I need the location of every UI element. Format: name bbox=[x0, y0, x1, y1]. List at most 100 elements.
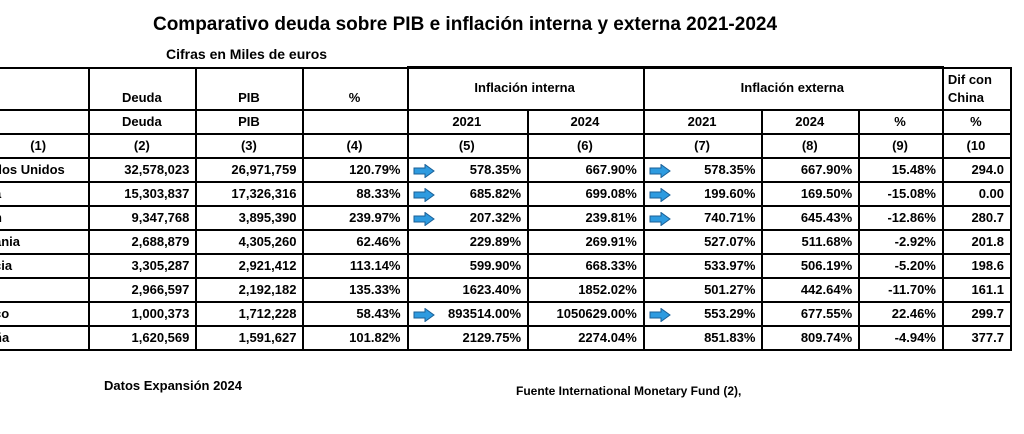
footer-source-left: Datos Expansión 2024 bbox=[104, 378, 242, 393]
row-dif-china: 299.7 bbox=[941, 301, 1013, 327]
row-inflacion-externa-2021: 578.35% bbox=[642, 157, 764, 183]
header-blank bbox=[0, 66, 91, 111]
arrow-right-icon bbox=[649, 187, 671, 202]
row-deuda: 3,305,287 bbox=[88, 253, 198, 279]
col-index: (7) bbox=[642, 133, 764, 159]
header-deuda: Deuda bbox=[88, 66, 198, 111]
row-inflacion-interna-2024: 1050629.00% bbox=[527, 301, 645, 327]
row-dif-china: 377.7 bbox=[941, 325, 1013, 351]
row-pct-9: -4.94% bbox=[858, 325, 944, 351]
row-pct-9: 15.48% bbox=[858, 157, 944, 183]
row-country: cia bbox=[0, 253, 91, 279]
row-pct: 135.33% bbox=[302, 277, 409, 303]
row-country: n bbox=[0, 205, 91, 231]
cell-value: 553.29% bbox=[704, 306, 756, 321]
row-pib: 1,591,627 bbox=[195, 325, 305, 351]
header-pib: PIB bbox=[195, 66, 305, 111]
row-deuda: 15,303,837 bbox=[88, 181, 198, 207]
row-inflacion-interna-2021: 578.35% bbox=[406, 157, 530, 183]
row-inflacion-interna-2021: 2129.75% bbox=[406, 325, 530, 351]
row-inflacion-externa-2021: 851.83% bbox=[642, 325, 764, 351]
table-row: dos Unidos 32,578,023 26,971,759 120.79% 578… bbox=[0, 157, 1013, 183]
row-inflacion-externa-2021: 199.60% bbox=[642, 181, 764, 207]
row-pib: 17,326,316 bbox=[195, 181, 305, 207]
row-inflacion-externa-2024: 169.50% bbox=[761, 181, 861, 207]
row-pct: 239.97% bbox=[302, 205, 409, 231]
arrow-right-icon bbox=[649, 211, 671, 226]
row-country: co bbox=[0, 301, 91, 327]
header-row-2: Deuda PIB 2021 2024 2021 2024 % % bbox=[0, 109, 1013, 135]
header2-cell: % bbox=[941, 109, 1013, 135]
row-dif-china: 294.0 bbox=[941, 157, 1013, 183]
row-inflacion-externa-2024: 645.43% bbox=[761, 205, 861, 231]
row-inflacion-externa-2024: 677.55% bbox=[761, 301, 861, 327]
header2-blank bbox=[0, 109, 91, 135]
arrow-right-icon bbox=[649, 163, 671, 178]
header2-cell: 2024 bbox=[761, 109, 861, 135]
row-deuda: 1,000,373 bbox=[88, 301, 198, 327]
row-dif-china: 161.1 bbox=[941, 277, 1013, 303]
row-pct: 113.14% bbox=[302, 253, 409, 279]
row-inflacion-externa-2021: 533.97% bbox=[642, 253, 764, 279]
row-inflacion-externa-2021: 553.29% bbox=[642, 301, 764, 327]
table-row: ania2,688,8794,305,26062.46%229.89%269.9… bbox=[0, 229, 1013, 255]
row-inflacion-interna-2024: 668.33% bbox=[527, 253, 645, 279]
row-pct-9: 22.46% bbox=[858, 301, 944, 327]
row-deuda: 32,578,023 bbox=[88, 157, 198, 183]
row-dif-china: 280.7 bbox=[941, 205, 1013, 231]
row-inflacion-interna-2021: 207.32% bbox=[406, 205, 530, 231]
row-inflacion-interna-2024: 239.81% bbox=[527, 205, 645, 231]
arrow-right-icon bbox=[413, 187, 435, 202]
row-inflacion-interna-2021: 229.89% bbox=[406, 229, 530, 255]
row-deuda: 2,688,879 bbox=[88, 229, 198, 255]
row-pib: 1,712,228 bbox=[195, 301, 305, 327]
footer-source-right: Fuente International Monetary Fund (2), bbox=[516, 384, 742, 398]
header-row-1: Deuda PIB % Inflación interna Inflación … bbox=[0, 66, 1013, 111]
row-country: dos Unidos bbox=[0, 157, 91, 183]
row-dif-china: 201.8 bbox=[941, 229, 1013, 255]
col-index: (8) bbox=[761, 133, 861, 159]
row-pct-9: -12.86% bbox=[858, 205, 944, 231]
col-index: (1) bbox=[0, 133, 91, 159]
header2-cell: 2021 bbox=[406, 109, 530, 135]
page-title: Comparativo deuda sobre PIB e inflación … bbox=[152, 14, 778, 35]
subtitle: Cifras en Miles de euros bbox=[166, 46, 328, 62]
row-inflacion-interna-2024: 699.08% bbox=[527, 181, 645, 207]
row-pct-9: -5.20% bbox=[858, 253, 944, 279]
row-inflacion-externa-2024: 442.64% bbox=[761, 277, 861, 303]
col-index: (6) bbox=[527, 133, 645, 159]
row-pct-9: -2.92% bbox=[858, 229, 944, 255]
row-pib: 26,971,759 bbox=[195, 157, 305, 183]
row-pib: 2,192,182 bbox=[195, 277, 305, 303]
cell-value: 685.82% bbox=[469, 186, 522, 201]
header2-cell: 2021 bbox=[642, 109, 764, 135]
cell-value: 893514.00% bbox=[448, 306, 522, 321]
row-inflacion-externa-2021: 740.71% bbox=[642, 205, 764, 231]
cell-value: 578.35% bbox=[469, 162, 522, 177]
row-inflacion-externa-2021: 527.07% bbox=[642, 229, 764, 255]
row-country bbox=[0, 277, 91, 303]
header-inflacion-externa: Inflación externa bbox=[642, 66, 944, 111]
row-pct: 120.79% bbox=[302, 157, 409, 183]
header2-cell: % bbox=[858, 109, 944, 135]
row-inflacion-externa-2024: 511.68% bbox=[761, 229, 861, 255]
header-pct: % bbox=[302, 66, 409, 111]
row-inflacion-externa-2024: 809.74% bbox=[761, 325, 861, 351]
row-inflacion-interna-2021: 1623.40% bbox=[406, 277, 530, 303]
row-country: ania bbox=[0, 229, 91, 255]
row-pct: 101.82% bbox=[302, 325, 409, 351]
row-dif-china: 198.6 bbox=[941, 253, 1013, 279]
arrow-right-icon bbox=[413, 307, 435, 322]
table-row: cia3,305,2872,921,412113.14%599.90%668.3… bbox=[0, 253, 1013, 279]
cell-value: 740.71% bbox=[704, 210, 756, 225]
row-country: ña bbox=[0, 325, 91, 351]
row-pct: 62.46% bbox=[302, 229, 409, 255]
row-inflacion-interna-2024: 1852.02% bbox=[527, 277, 645, 303]
cell-value: 199.60% bbox=[704, 186, 756, 201]
row-inflacion-interna-2021: 599.90% bbox=[406, 253, 530, 279]
row-inflacion-interna-2024: 269.91% bbox=[527, 229, 645, 255]
row-inflacion-interna-2024: 667.90% bbox=[527, 157, 645, 183]
row-dif-china: 0.00 bbox=[941, 181, 1013, 207]
